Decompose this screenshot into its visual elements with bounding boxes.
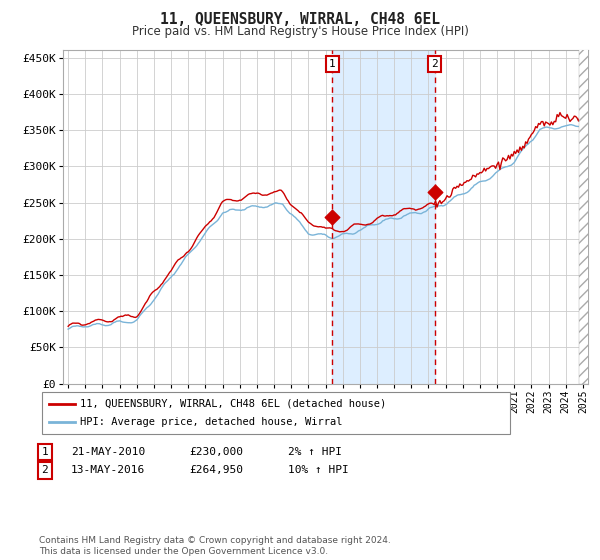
Text: Price paid vs. HM Land Registry's House Price Index (HPI): Price paid vs. HM Land Registry's House … [131,25,469,38]
Text: 11, QUEENSBURY, WIRRAL, CH48 6EL: 11, QUEENSBURY, WIRRAL, CH48 6EL [160,12,440,27]
Text: 2: 2 [431,59,438,69]
Bar [332,50,435,384]
Text: 10% ↑ HPI: 10% ↑ HPI [288,465,349,475]
Text: Contains HM Land Registry data © Crown copyright and database right 2024.
This d: Contains HM Land Registry data © Crown c… [39,536,391,556]
Point [327,213,337,222]
Text: 13-MAY-2016: 13-MAY-2016 [71,465,145,475]
Text: HPI: Average price, detached house, Wirral: HPI: Average price, detached house, Wirr… [80,417,342,427]
Text: 2% ↑ HPI: 2% ↑ HPI [288,447,342,457]
Text: 1: 1 [329,59,335,69]
Text: 21-MAY-2010: 21-MAY-2010 [71,447,145,457]
Text: £230,000: £230,000 [189,447,243,457]
Point [430,187,440,196]
Text: 1: 1 [41,447,49,457]
Text: £264,950: £264,950 [189,465,243,475]
Text: 11, QUEENSBURY, WIRRAL, CH48 6EL (detached house): 11, QUEENSBURY, WIRRAL, CH48 6EL (detach… [80,399,386,409]
Text: 2: 2 [41,465,49,475]
